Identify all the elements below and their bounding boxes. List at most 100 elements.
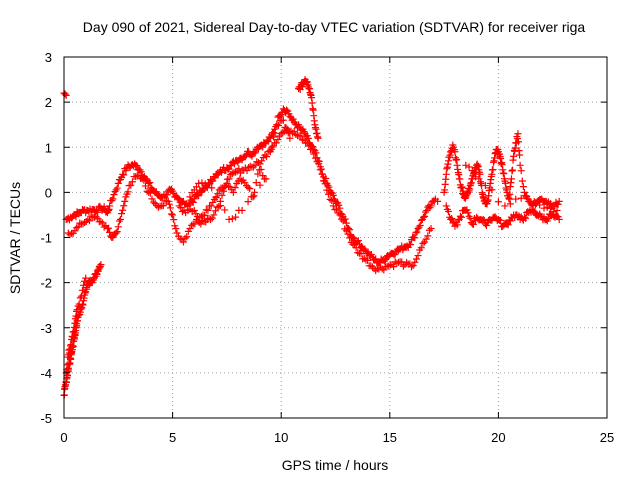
data-point	[281, 123, 289, 131]
data-point	[110, 191, 118, 199]
data-point	[128, 178, 136, 186]
data-point	[81, 277, 89, 285]
data-point	[113, 184, 121, 192]
data-point	[409, 261, 417, 269]
y-tick-label: -5	[40, 411, 52, 426]
data-point	[229, 188, 237, 196]
y-tick-label: 2	[45, 95, 52, 110]
data-point	[494, 198, 502, 206]
data-point	[235, 165, 243, 173]
data-point	[118, 210, 126, 218]
x-tick-label: 10	[274, 430, 288, 445]
data-point	[66, 231, 74, 239]
data-point	[72, 213, 80, 221]
data-point	[385, 262, 393, 270]
data-point	[555, 197, 563, 205]
data-point	[273, 121, 281, 129]
data-point	[163, 191, 171, 199]
data-point	[186, 224, 194, 232]
data-point	[408, 263, 416, 271]
data-point	[258, 157, 266, 165]
data-point	[204, 206, 212, 214]
data-point	[140, 176, 148, 184]
data-point	[212, 194, 220, 202]
data-point	[424, 232, 432, 240]
data-point	[208, 214, 216, 222]
data-point	[141, 182, 149, 190]
data-point	[416, 221, 424, 229]
data-point	[514, 138, 522, 146]
data-point	[329, 191, 337, 199]
data-point	[195, 179, 203, 187]
data-point	[458, 183, 466, 191]
data-point	[81, 219, 89, 227]
x-tick-label: 20	[491, 430, 505, 445]
data-point	[314, 134, 322, 142]
data-point	[207, 216, 215, 224]
data-point	[97, 218, 105, 226]
data-point	[516, 151, 524, 159]
data-point	[223, 179, 231, 187]
data-point	[228, 215, 236, 223]
data-point	[324, 190, 332, 198]
data-point	[339, 217, 347, 225]
data-point	[517, 194, 525, 202]
data-point	[178, 208, 186, 216]
data-point	[336, 211, 344, 219]
data-point	[112, 229, 120, 237]
data-point	[509, 166, 517, 174]
x-tick-label: 25	[600, 430, 614, 445]
data-point	[506, 200, 514, 208]
data-point	[249, 193, 257, 201]
data-point	[194, 212, 202, 220]
data-point	[198, 217, 206, 225]
data-point	[305, 142, 313, 150]
data-point	[354, 249, 362, 257]
data-point	[290, 127, 298, 135]
data-point	[349, 240, 357, 248]
data-point	[444, 207, 452, 215]
data-point	[297, 132, 305, 140]
data-point	[76, 294, 84, 302]
data-point	[188, 221, 196, 229]
data-point	[419, 239, 427, 247]
data-point	[252, 179, 260, 187]
data-point	[251, 149, 259, 157]
data-point	[517, 167, 525, 175]
data-point	[127, 181, 135, 189]
data-point	[97, 261, 105, 269]
data-point	[303, 139, 311, 147]
data-point	[116, 215, 124, 223]
data-point	[268, 143, 276, 151]
data-point	[274, 122, 282, 130]
data-point	[286, 134, 294, 142]
x-axis-label: GPS time / hours	[282, 457, 389, 473]
data-point	[266, 134, 274, 142]
data-point	[216, 202, 224, 210]
data-point	[73, 306, 81, 314]
data-point	[109, 195, 117, 203]
data-point	[179, 238, 187, 246]
data-point	[80, 281, 88, 289]
data-point	[246, 185, 254, 193]
data-point	[482, 222, 490, 229]
data-point	[201, 211, 209, 219]
data-point	[346, 234, 354, 242]
data-point	[326, 195, 334, 203]
data-point	[321, 180, 329, 188]
data-point	[181, 234, 189, 242]
data-point	[137, 168, 145, 176]
data-point	[106, 202, 114, 210]
data-point	[274, 136, 282, 144]
data-point	[422, 235, 430, 243]
data-point	[169, 211, 177, 219]
data-point	[152, 188, 160, 196]
data-point	[457, 213, 465, 221]
data-point	[462, 161, 470, 169]
data-point	[94, 208, 102, 216]
data-point	[225, 175, 233, 183]
data-point	[422, 208, 430, 216]
data-point	[100, 223, 108, 231]
data-point	[527, 198, 535, 206]
data-point	[417, 244, 425, 252]
